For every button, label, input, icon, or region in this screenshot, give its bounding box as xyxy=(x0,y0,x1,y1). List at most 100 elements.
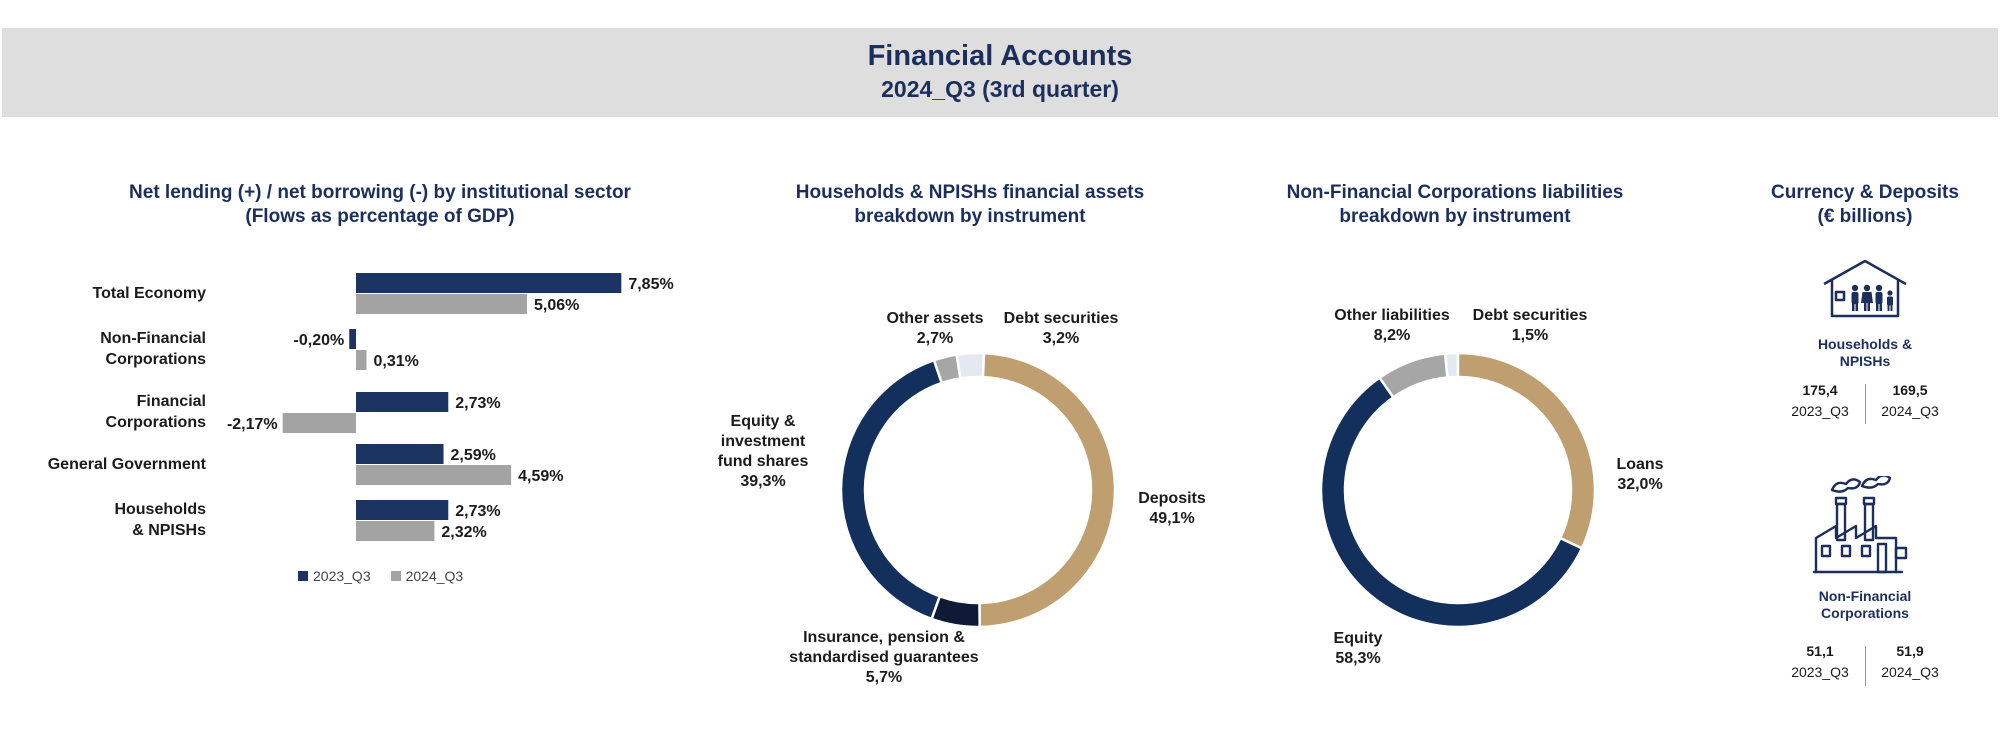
bar-chart-title-line-1: Net lending (+) / net borrowing (-) by i… xyxy=(129,182,631,203)
households-donut-title: Households & NPISHs financial assets bre… xyxy=(735,181,1205,229)
legend-swatch-2023 xyxy=(298,571,308,581)
header-banner: Financial Accounts 2024_Q3 (3rd quarter) xyxy=(2,28,1998,117)
bar-2024_Q3-4 xyxy=(356,521,435,541)
bar-value-label: 2,73% xyxy=(455,395,500,412)
cd-households-label-line-2: NPISHs xyxy=(1839,353,1891,369)
bar-category-label-line: Corporations xyxy=(105,351,206,368)
donut-slice-label: Debt securities 3,2% xyxy=(951,309,1171,349)
cd-households-2023-period: 2023_Q3 xyxy=(1791,403,1849,419)
donut-slice-label: Deposits 49,1% xyxy=(1062,489,1282,529)
donut-slice-percent: 8,2% xyxy=(1373,327,1411,344)
donut-slice xyxy=(1377,352,1449,400)
bar-value-label: 7,85% xyxy=(628,276,673,293)
donut-slice-label-line: Insurance, pension & xyxy=(803,629,965,646)
households-donut-title-line-1: Households & NPISHs financial assets xyxy=(795,182,1145,203)
bar-2024_Q3-2 xyxy=(282,413,356,433)
cd-nfc-label-line-1: Non-Financial xyxy=(1818,588,1912,604)
bar-category-label: Households & NPISHs xyxy=(0,499,206,541)
bar-category-label: General Government xyxy=(0,454,206,475)
cd-households-2023-value: 175,4 xyxy=(1802,382,1838,398)
donut-slice-label: Loans 32,0% xyxy=(1530,455,1750,495)
currency-deposits-title: Currency & Deposits (€ billions) xyxy=(1740,181,1990,229)
nfc-donut-title-line-2: breakdown by instrument xyxy=(1339,206,1571,227)
cd-nfc-separator xyxy=(1865,646,1866,686)
cd-nfc-2023: 51,1 2023_Q3 xyxy=(1770,641,1870,683)
donut-slice-label: Equity 58,3% xyxy=(1248,629,1468,669)
bar-category-label-line: Financial xyxy=(136,393,206,410)
donut-slice-label-line: Equity & xyxy=(730,413,796,430)
cd-nfc-2024-period: 2024_Q3 xyxy=(1881,664,1939,680)
currency-deposits-title-line-2: (€ billions) xyxy=(1817,206,1913,227)
bar-category-label: Financial Corporations xyxy=(0,391,206,433)
nfc-donut-title: Non-Financial Corporations liabilities b… xyxy=(1215,181,1695,229)
donut-slice-label: Equity & investment fund shares 39,3% xyxy=(653,412,873,492)
bar-category-label-line: Non-Financial xyxy=(100,330,206,347)
bar-value-label: 2,32% xyxy=(441,524,486,541)
donut-slice-label-line: Deposits xyxy=(1138,490,1206,507)
legend-label-2024: 2024_Q3 xyxy=(405,568,464,584)
donut-slice-percent: 5,7% xyxy=(865,669,903,686)
factory-icon xyxy=(1812,476,1908,574)
donut-slice-label-line: standardised guarantees xyxy=(789,649,979,666)
page-title: Financial Accounts xyxy=(867,40,1133,72)
donut-slice-label-line: Other assets xyxy=(886,310,984,327)
bar-value-label: -2,17% xyxy=(227,416,278,433)
bar-value-label: 2,73% xyxy=(455,503,500,520)
bar-value-label: 2,59% xyxy=(451,447,496,464)
donut-slice-percent: 39,3% xyxy=(740,473,786,490)
donut-slice-percent: 2,7% xyxy=(916,330,954,347)
donut-slice-label-line: Equity xyxy=(1333,630,1383,647)
donut-slice-label-line: investment xyxy=(720,433,806,450)
donut-slice-percent: 1,5% xyxy=(1511,327,1549,344)
donut-slice xyxy=(1319,375,1584,629)
donut-slice-label: Debt securities 1,5% xyxy=(1420,306,1640,346)
bar-chart-title-line-2: (Flows as percentage of GDP) xyxy=(245,206,515,227)
bar-category-label: Total Economy xyxy=(0,283,207,304)
households-donut-title-line-2: breakdown by instrument xyxy=(854,206,1086,227)
bar-category-label: Non-Financial Corporations xyxy=(0,328,206,370)
cd-nfc-2023-value: 51,1 xyxy=(1806,643,1834,659)
house-family-icon xyxy=(1823,259,1907,318)
cd-nfc-label-line-2: Corporations xyxy=(1821,605,1909,621)
donut-slice xyxy=(1456,351,1597,550)
cd-households-separator xyxy=(1865,384,1866,424)
cd-households-2024-value: 169,5 xyxy=(1892,382,1928,398)
bar-legend: 2023_Q3 2024_Q3 xyxy=(298,568,463,584)
cd-nfc-2023-period: 2023_Q3 xyxy=(1791,664,1849,680)
cd-households-2023: 175,4 2023_Q3 xyxy=(1770,380,1870,422)
donut-slice-label: Other assets 2,7% xyxy=(825,309,1045,349)
cd-households-label: Households & NPISHs xyxy=(1780,336,1950,370)
page-subtitle: 2024_Q3 (3rd quarter) xyxy=(881,76,1119,102)
legend-label-2023: 2023_Q3 xyxy=(313,568,371,584)
donut-slice xyxy=(932,353,962,385)
bar-2024_Q3-1 xyxy=(356,350,367,370)
bar-chart-title: Net lending (+) / net borrowing (-) by i… xyxy=(40,181,720,229)
bar-2023_Q3-4 xyxy=(356,500,449,520)
bar-value-label: 5,06% xyxy=(534,297,579,314)
bar-category-label-line: Total Economy xyxy=(92,284,207,302)
bar-2023_Q3-0 xyxy=(356,273,622,293)
bar-2024_Q3-0 xyxy=(356,294,528,314)
bar-2024_Q3-3 xyxy=(356,465,512,485)
donut-slice-label-line: Other liabilities xyxy=(1334,307,1450,324)
currency-deposits-title-line-1: Currency & Deposits xyxy=(1771,182,1959,203)
bar-category-label-line: Corporations xyxy=(105,414,206,431)
donut-slice-percent: 49,1% xyxy=(1149,510,1195,527)
donut-slice-percent: 3,2% xyxy=(1042,330,1080,347)
cd-nfc-label: Non-Financial Corporations xyxy=(1780,588,1950,622)
cd-households-label-line-1: Households & xyxy=(1817,336,1913,352)
bar-value-label: -0,20% xyxy=(294,332,345,349)
donut-slice-label-line: Loans xyxy=(1616,456,1664,473)
bar-category-label-line: Households xyxy=(114,501,206,518)
bar-2023_Q3-1 xyxy=(349,329,356,349)
donut-slice-label: Other liabilities 8,2% xyxy=(1282,306,1502,346)
donut-slice-label-line: Debt securities xyxy=(1003,310,1119,327)
bar-value-label: 0,31% xyxy=(373,353,418,370)
donut-slice-label-line: Debt securities xyxy=(1472,307,1588,324)
bar-category-label-line: & NPISHs xyxy=(132,522,206,539)
bar-category-label-line: General Government xyxy=(47,455,206,473)
cd-households-2024: 169,5 2024_Q3 xyxy=(1860,380,1960,422)
donut-slice-label: Insurance, pension & standardised guarant… xyxy=(774,628,994,688)
